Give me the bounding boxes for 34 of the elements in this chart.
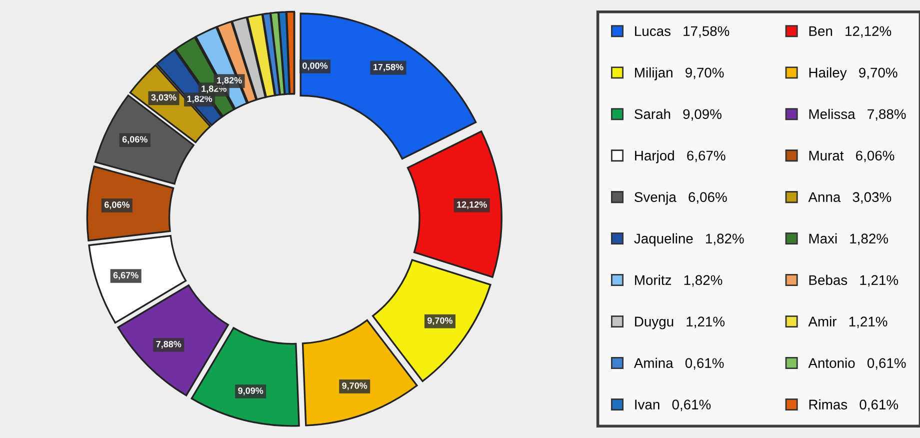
legend-label: Svenja 6,06% <box>634 192 727 205</box>
data-label: 1,82% <box>217 77 242 85</box>
data-label: 3,03% <box>151 94 176 102</box>
text: 0,00% <box>302 62 328 70</box>
data-label: 7,88% <box>156 340 182 349</box>
legend-label: Ivan 0,61% <box>635 400 711 412</box>
legend-label: Maxi 1,82% <box>809 233 888 246</box>
legend-label: Amina 0,61% <box>634 358 724 370</box>
data-label: 6,67% <box>113 272 138 280</box>
legend-label: Anna 3,03% <box>808 192 892 204</box>
data-label: 6,06% <box>122 136 148 144</box>
legend-label: Harjod 6,67% <box>635 150 726 164</box>
legend-label: Hailey 9,70% <box>809 67 898 80</box>
legend-label: Murat 6,06% <box>809 150 894 162</box>
legend-label: Amir 1,21% <box>808 316 888 328</box>
data-label: 1,82% <box>202 86 226 94</box>
legend-label: Jaqueline 1,82% <box>634 233 744 246</box>
data-label: 1,82% <box>187 96 212 104</box>
legend-label: Ben 12,12% <box>809 26 892 38</box>
legend-label: Moritz 1,82% <box>635 274 722 287</box>
data-label: 9,70% <box>342 382 368 390</box>
data-label: 12,12% <box>457 201 487 210</box>
legend-label: Lucas 17,58% <box>635 26 730 38</box>
legend-label: Sarah 9,09% <box>634 108 722 121</box>
legend-label: Duygu 1,21% <box>635 316 725 330</box>
data-label: 17,58% <box>374 64 404 72</box>
legend-label: Milijan 9,70% <box>635 67 724 80</box>
legend-label: Melissa 7,88% <box>809 108 906 121</box>
data-label: 6,06% <box>104 201 130 210</box>
legend-label: Rimas 0,61% <box>809 399 898 412</box>
legend-label: Bebas 1,21% <box>809 274 898 287</box>
legend-label: Antonio 0,61% <box>808 358 906 370</box>
data-label: 9,09% <box>238 387 264 396</box>
data-label: 9,70% <box>427 317 453 326</box>
